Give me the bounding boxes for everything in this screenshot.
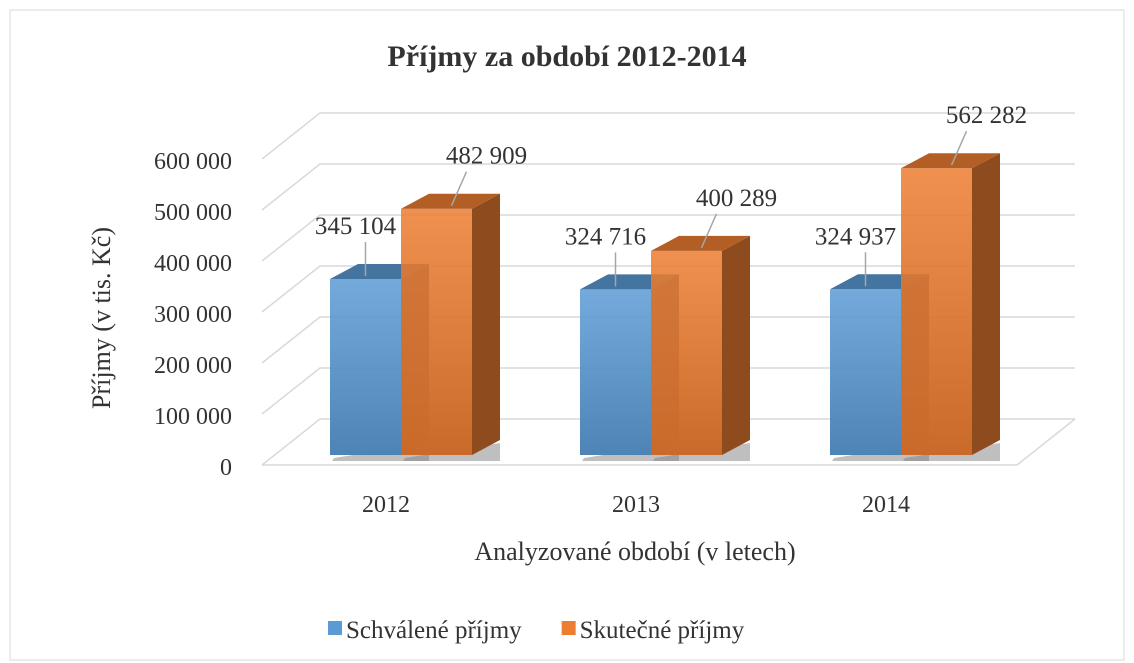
y-tick-label: 500 000 <box>154 200 232 226</box>
grid-line <box>261 163 1075 211</box>
grid-line <box>261 265 1075 313</box>
value-label: 324 937 <box>815 223 896 250</box>
bar <box>401 208 472 455</box>
x-tick-label: 2013 <box>612 492 660 518</box>
grid-line <box>261 367 1075 415</box>
bar-top <box>401 193 500 209</box>
y-tick-label: 200 000 <box>154 353 232 379</box>
bar-side <box>972 153 1000 455</box>
floor <box>262 418 1076 466</box>
bar <box>830 289 901 455</box>
y-tick-label: 300 000 <box>154 302 232 328</box>
y-tick-label: 0 <box>220 455 232 481</box>
x-tick-label: 2014 <box>862 492 910 518</box>
x-tick-label: 2012 <box>362 492 410 518</box>
bar <box>330 278 401 455</box>
leader-line <box>700 213 718 249</box>
value-label: 400 289 <box>696 185 777 212</box>
legend-label: Schválené příjmy <box>346 617 522 644</box>
value-label: 345 104 <box>315 213 397 240</box>
chart-title: Příjmy za období 2012-2014 <box>387 40 746 73</box>
legend-swatch <box>561 621 576 635</box>
grid-line <box>261 112 1075 160</box>
y-tick-label: 400 000 <box>154 251 232 277</box>
legend-label: Skutečné příjmy <box>580 617 745 644</box>
legend-swatch <box>328 621 342 635</box>
value-label: 562 282 <box>946 102 1027 129</box>
grid-line <box>261 214 1075 262</box>
bar <box>580 289 651 455</box>
bar-side <box>722 235 750 455</box>
grid-line <box>261 418 1075 466</box>
bar-top <box>651 235 750 251</box>
x-axis-label: Analyzované období (v letech) <box>474 537 795 566</box>
y-tick-label: 600 000 <box>154 149 232 175</box>
y-axis-label: Příjmy (v tis. Kč) <box>87 227 116 409</box>
bar-side <box>472 193 500 455</box>
leader-line <box>450 171 468 207</box>
value-label: 482 909 <box>446 143 527 170</box>
value-label: 324 716 <box>565 223 646 250</box>
leader-line <box>950 130 968 166</box>
bar <box>901 168 972 455</box>
bar-top <box>901 153 1000 169</box>
y-tick-label: 100 000 <box>154 404 232 430</box>
grid-line <box>261 316 1075 364</box>
bar <box>651 250 722 455</box>
